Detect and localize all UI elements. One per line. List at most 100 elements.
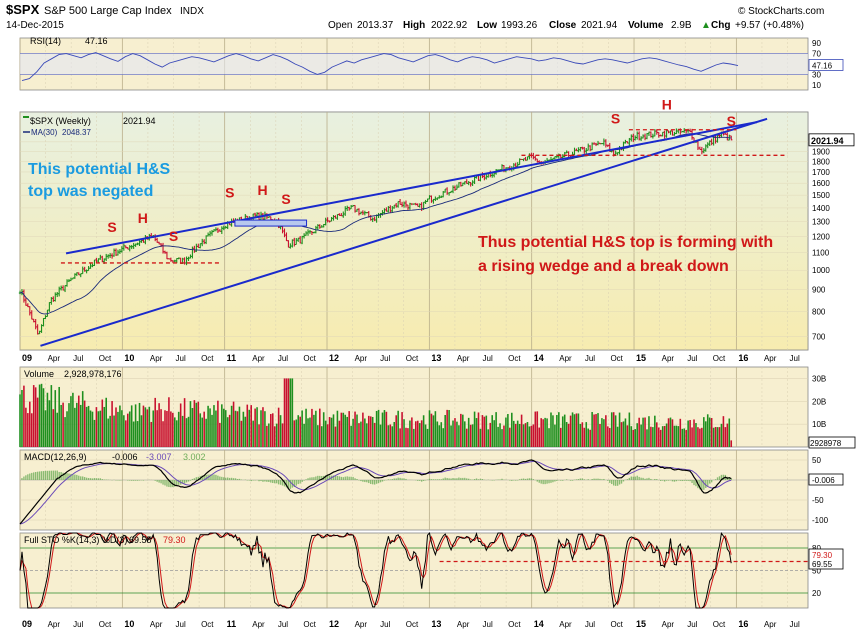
volume-bar (434, 411, 437, 447)
volume-bar (144, 407, 147, 447)
macd-histogram-bar (689, 480, 691, 482)
macd-histogram-bar (193, 478, 196, 480)
volume-bar (34, 387, 37, 447)
macd-histogram-bar (29, 473, 31, 480)
price-y-tick: 800 (812, 308, 826, 317)
volume-bar (712, 427, 715, 447)
macd-histogram-bar (162, 480, 164, 485)
volume-bar (109, 415, 111, 447)
volume-bar (117, 411, 119, 447)
volume-bar (270, 414, 272, 447)
macd-histogram-bar (33, 472, 35, 480)
macd-histogram-bar (368, 480, 370, 484)
volume-bar (125, 420, 127, 447)
volume-bar (342, 412, 345, 447)
volume-bar (356, 414, 358, 447)
volume-bar (465, 428, 468, 447)
macd-histogram-bar (520, 478, 523, 480)
macd-histogram-bar (524, 478, 527, 480)
macd-histogram-bar (526, 478, 529, 480)
volume-bar (271, 413, 274, 447)
macd-histogram-bar (342, 477, 344, 480)
volume-bar (250, 405, 252, 447)
volume-bar (597, 413, 599, 447)
macd-histogram-bar (622, 480, 625, 482)
macd-histogram-bar (258, 480, 260, 482)
volume-bar (377, 409, 380, 447)
volume-bar (209, 408, 211, 447)
volume-bar (601, 418, 603, 447)
volume-bar (362, 412, 364, 447)
macd-histogram-bar (227, 477, 229, 480)
volume-bar (671, 419, 674, 447)
macd-histogram-bar (25, 475, 27, 480)
macd-histogram-bar (691, 480, 693, 484)
volume-bar (556, 414, 558, 447)
volume-bar (456, 421, 458, 447)
x-tick-label-bottom: 10 (124, 619, 134, 629)
volume-bar (648, 416, 650, 447)
macd-histogram-bar (436, 479, 439, 480)
open-value: 2013.37 (357, 20, 394, 31)
x-tick-label-price: 09 (22, 353, 32, 363)
volume-bar (215, 410, 217, 447)
macd-histogram-bar (181, 480, 184, 484)
low-label: Low (477, 20, 497, 31)
macd-histogram-bar (93, 478, 96, 480)
volume-bar (168, 397, 170, 447)
macd-histogram-bar (40, 471, 43, 480)
volume-bar (258, 424, 260, 447)
vol-y-tick: 20B (812, 397, 826, 406)
volume-bar (542, 419, 544, 447)
macd-histogram-bar (209, 474, 211, 480)
x-tick-label-price: Apr (150, 354, 163, 363)
volume-bar (475, 418, 478, 447)
volume-bar (679, 418, 682, 447)
macd-histogram-bar (307, 478, 309, 480)
volume-bar (289, 378, 292, 447)
vol-last-box (808, 436, 856, 449)
macd-histogram-bar (440, 479, 442, 480)
volume-bar (499, 423, 501, 447)
macd-histogram-bar (319, 475, 321, 480)
index-name: S&P 500 Large Cap Index (44, 5, 172, 17)
volume-bar (426, 428, 429, 447)
macd-histogram-bar (326, 475, 329, 480)
volume-bar (467, 417, 470, 447)
macd-histogram-bar (612, 480, 615, 486)
volume-bar (687, 420, 689, 447)
volume-bar (281, 423, 284, 447)
macd-histogram-bar (468, 478, 470, 480)
x-tick-label-price: 11 (227, 353, 237, 363)
x-tick-label-price: 16 (738, 353, 748, 363)
volume-bar (62, 402, 64, 447)
macd-histogram-bar (48, 470, 51, 480)
x-tick-label-price: Oct (610, 354, 623, 363)
volume-bar (730, 440, 733, 447)
volume-bar (387, 425, 390, 447)
volume-bar (706, 414, 709, 447)
price-y-tick: 1600 (812, 179, 830, 188)
volume-bar (685, 429, 687, 447)
volume-bar (695, 423, 697, 447)
macd-histogram-bar (616, 480, 619, 486)
volume-bar (187, 416, 190, 447)
x-tick-label-price: 13 (431, 353, 441, 363)
macd-histogram-bar (373, 480, 376, 485)
volume-bar (526, 422, 529, 447)
macd-histogram-bar (381, 480, 384, 482)
volume-bar (538, 427, 541, 447)
volume-bar (101, 399, 104, 447)
macd-histogram-bar (646, 478, 648, 480)
volume-bar (595, 414, 597, 447)
volume-bar (36, 397, 39, 447)
volume-bar (462, 414, 464, 447)
macd-histogram-bar (164, 480, 166, 486)
macd-histogram-bar (250, 480, 252, 482)
macd-histogram-bar (607, 480, 609, 481)
macd-histogram-bar (371, 480, 374, 485)
volume-bar (224, 410, 227, 447)
volume-bar (381, 412, 384, 447)
volume-bar (399, 428, 401, 447)
macd-histogram-bar (203, 475, 205, 480)
